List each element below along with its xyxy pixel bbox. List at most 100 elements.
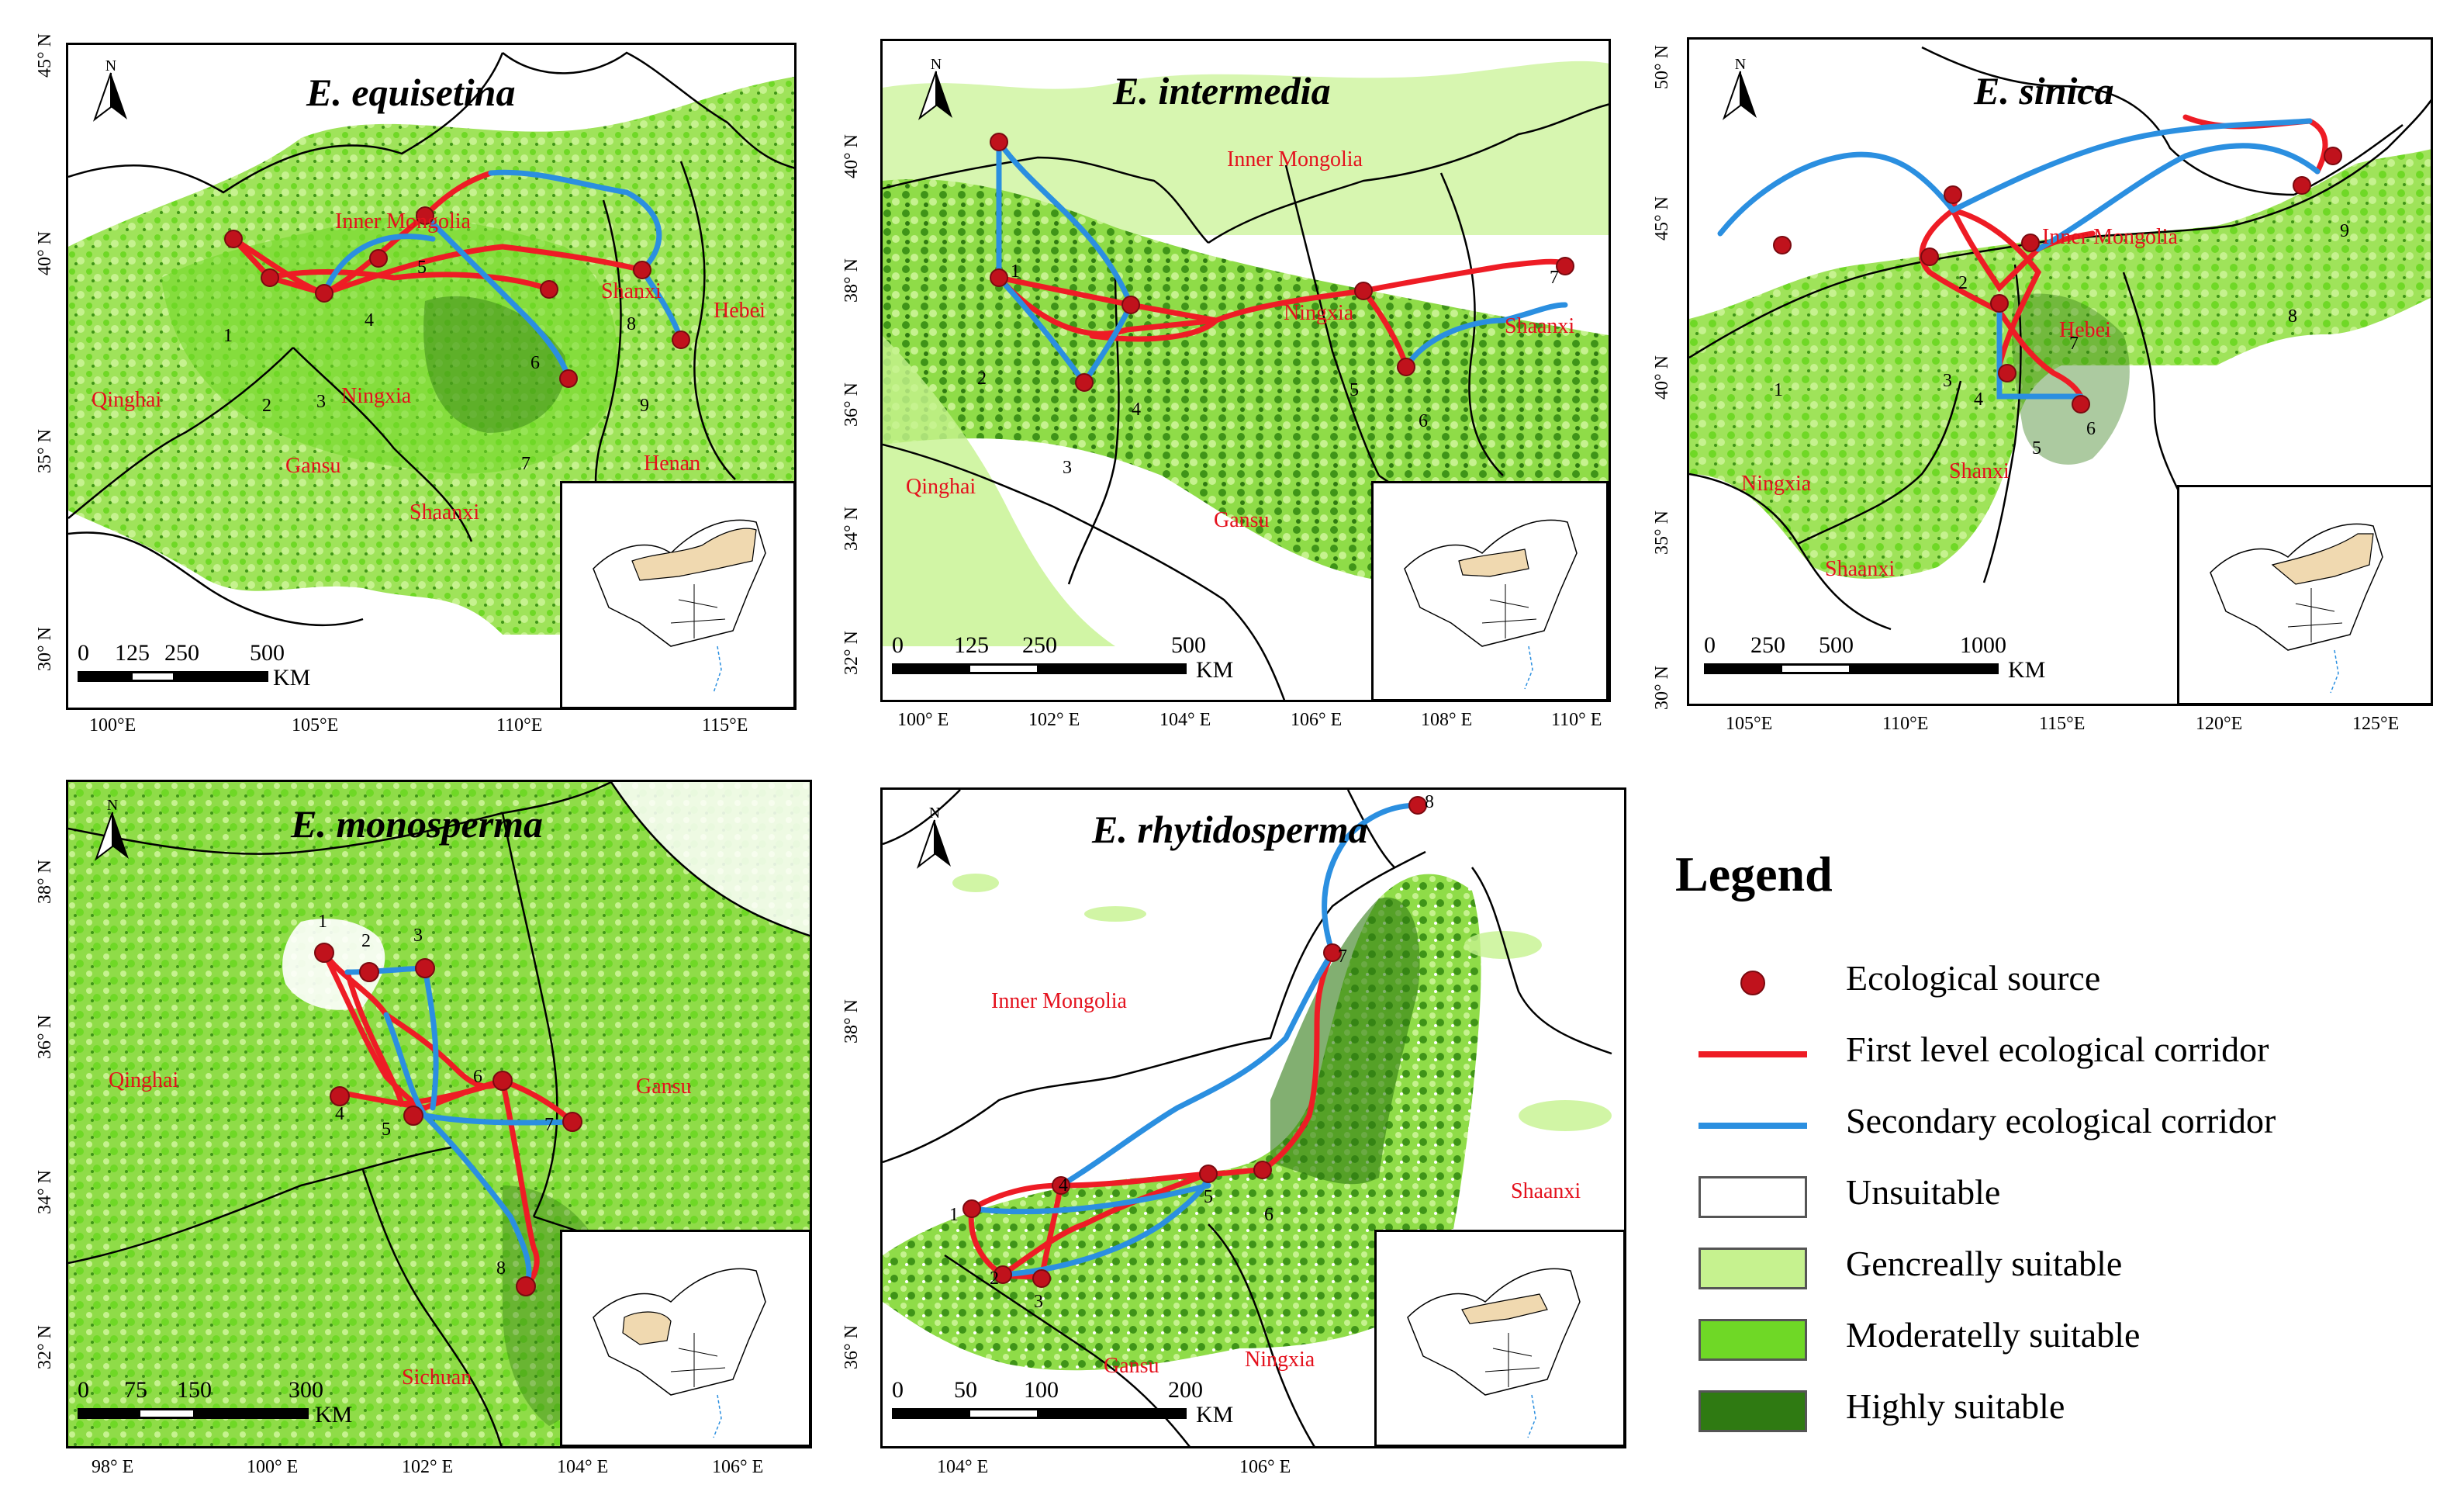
node-label: 8	[496, 1258, 506, 1279]
scale-bar: 0 50 100 200 KM	[892, 1377, 1234, 1428]
lon-tick: 104° E	[557, 1457, 609, 1477]
lat-tick: 50° N	[1652, 45, 1672, 89]
lon-tick: 108° E	[1421, 710, 1473, 730]
legend-title: Legend	[1675, 846, 1833, 902]
legend-item-secondary-corridor: Secondary ecological corridor	[1699, 1097, 2435, 1151]
lat-tick: 38° N	[35, 860, 55, 904]
suitability-map	[883, 790, 1612, 1446]
node-label: 3	[1034, 1292, 1043, 1312]
region-label: Sichuan	[402, 1365, 472, 1390]
scale-bar: 0 75 150 300 KM	[78, 1377, 353, 1428]
lat-tick: 30° N	[1652, 666, 1672, 710]
node-label: 3	[413, 926, 423, 946]
node-label: 1	[1011, 261, 1020, 282]
node-label: 1	[223, 326, 233, 346]
node-label: 1	[318, 912, 327, 932]
node-label: 5	[417, 258, 427, 278]
map-panel-rhytidosperma: E. rhytidosperma Inner Mongolia Shaanxi …	[822, 764, 1629, 1502]
lat-tick: 34° N	[841, 507, 862, 551]
region-label: Inner Mongolia	[1227, 147, 1363, 171]
lon-tick: 106° E	[712, 1457, 764, 1477]
china-inset-map	[2177, 485, 2433, 705]
region-label: Gansu	[636, 1075, 692, 1099]
lon-tick: 125°E	[2352, 714, 2400, 734]
node-label: 6	[2086, 419, 2096, 439]
map-panel-sinica: E. sinica Inner Mongolia Hebei Ningxia S…	[1633, 0, 2464, 745]
legend-item-generally-suitable: Gencreally suitable	[1699, 1240, 2435, 1294]
region-label: Shaanxi	[1511, 1179, 1581, 1203]
lat-tick: 40° N	[35, 231, 55, 275]
highly-suitable-swatch	[1699, 1390, 1807, 1432]
node-label: 8	[1425, 792, 1434, 812]
lon-tick: 105°E	[292, 715, 339, 735]
lat-tick: 38° N	[841, 999, 862, 1043]
lon-tick: 115°E	[702, 715, 748, 735]
lat-tick: 34° N	[35, 1170, 55, 1214]
lon-tick: 110° E	[1551, 710, 1602, 730]
region-label: Gansu	[1214, 508, 1270, 532]
scale-bar: 0 125 250 500 KM	[78, 640, 311, 690]
node-label: 4	[365, 310, 374, 331]
china-inset-map	[1374, 1230, 1626, 1447]
region-label: Hebei	[2059, 318, 2111, 342]
lat-tick: 40° N	[1652, 355, 1672, 400]
lat-tick: 45° N	[1652, 196, 1672, 241]
region-label: Gansu	[285, 454, 341, 478]
china-inset-map	[560, 1230, 811, 1447]
lon-tick: 104° E	[937, 1457, 989, 1477]
node-label: 3	[316, 392, 326, 412]
species-title: E. sinica	[1974, 69, 2114, 112]
region-label: Hebei	[714, 299, 765, 323]
lon-tick: 106° E	[1239, 1457, 1291, 1477]
map-panel-monosperma: E. monosperma Qinghai Gansu Sichuan 1 2 …	[0, 764, 822, 1502]
region-label: Shaanxi	[1505, 314, 1575, 338]
lon-tick: 100° E	[897, 710, 949, 730]
map-panel-intermedia: E. intermedia Inner Mongolia Ningxia Sha…	[822, 0, 1629, 745]
node-label: 5	[1349, 380, 1359, 400]
lon-tick: 105°E	[1726, 714, 1773, 734]
region-label: Gansu	[1104, 1354, 1159, 1378]
node-label: 6	[530, 353, 540, 373]
scale-bar: 0 250 500 1000 KM	[1704, 632, 2046, 683]
lon-tick: 98° E	[92, 1457, 134, 1477]
legend-item-highly-suitable: Highly suitable	[1699, 1383, 2435, 1437]
node-label: 5	[382, 1120, 391, 1140]
node-label: 3	[1063, 458, 1072, 478]
region-label: Ningxia	[1245, 1348, 1315, 1372]
node-label: 2	[990, 1268, 999, 1289]
lon-tick: 106° E	[1291, 710, 1343, 730]
lat-tick: 36° N	[841, 1325, 862, 1369]
region-label: Inner Mongolia	[991, 989, 1127, 1013]
lon-tick: 110°E	[496, 715, 543, 735]
china-inset-map	[1371, 481, 1609, 701]
lat-tick: 32° N	[841, 631, 862, 675]
node-label: 8	[627, 314, 636, 334]
map-panel-equisetina: E. equisetina Inner Mongolia Qinghai Nin…	[0, 0, 807, 745]
lat-tick: 30° N	[35, 627, 55, 671]
region-label: Qinghai	[92, 388, 162, 412]
node-label: 4	[1974, 389, 1983, 410]
region-label: Shanxi	[601, 279, 662, 303]
species-title: E. intermedia	[1113, 69, 1331, 112]
ecological-source-symbol	[1740, 971, 1765, 995]
node-label: 9	[640, 396, 649, 416]
node-label: 3	[1943, 371, 1952, 391]
region-label: Qinghai	[109, 1068, 179, 1092]
legend-item-moderately-suitable: Moderatelly suitable	[1699, 1311, 2435, 1365]
region-label: Henan	[644, 452, 701, 476]
region-label: Inner Mongolia	[335, 209, 471, 234]
node-label: 1	[1774, 380, 1783, 400]
species-title: E. rhytidosperma	[1092, 808, 1368, 851]
node-label: 2	[977, 369, 987, 389]
node-label: 7	[544, 1115, 554, 1135]
node-label: 6	[473, 1067, 482, 1087]
node-label: 5	[2032, 438, 2041, 459]
secondary-corridor-symbol	[1699, 1123, 1807, 1129]
node-label: 7	[1550, 268, 1559, 288]
lat-tick: 36° N	[35, 1015, 55, 1059]
unsuitable-swatch	[1699, 1176, 1807, 1218]
species-title: E. equisetina	[306, 71, 516, 114]
north-arrow: N	[92, 797, 133, 861]
generally-suitable-swatch	[1699, 1248, 1807, 1289]
region-label: Ningxia	[341, 384, 412, 408]
